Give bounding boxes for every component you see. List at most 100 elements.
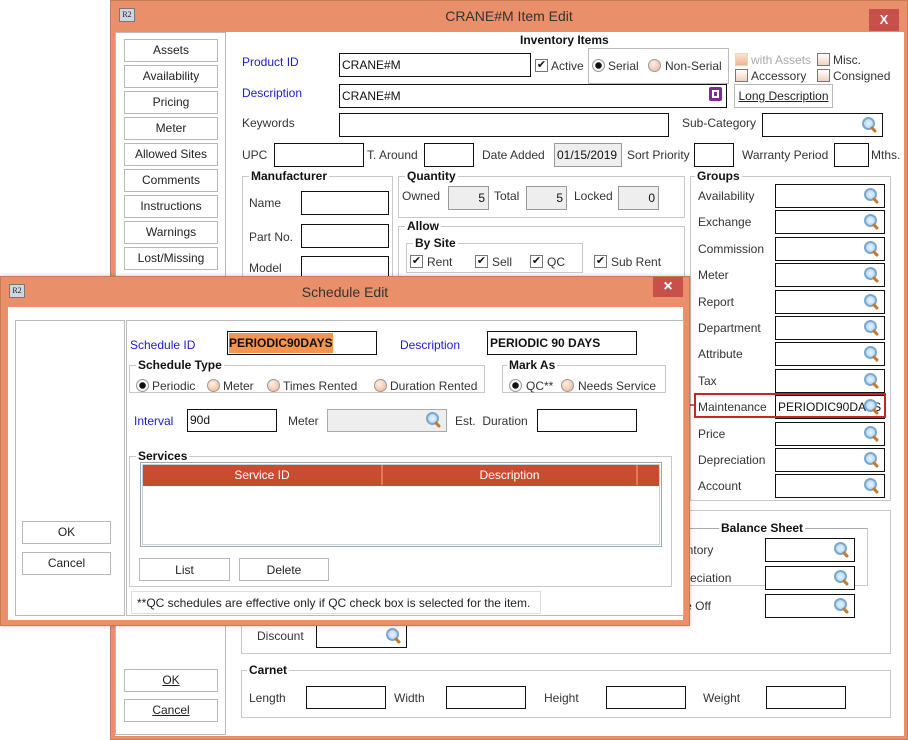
quantity-group: Quantity	[398, 169, 685, 218]
sell-checkbox[interactable]: ✔	[475, 255, 488, 268]
search-icon[interactable]	[864, 240, 880, 257]
misc-checkbox[interactable]	[817, 53, 830, 66]
description-input[interactable]: CRANE#M	[339, 84, 727, 108]
group-input-exchange[interactable]	[775, 210, 885, 235]
search-icon[interactable]	[834, 542, 850, 558]
discount-input[interactable]	[316, 624, 407, 648]
group-label: Department	[698, 321, 761, 335]
search-icon[interactable]	[864, 399, 880, 415]
group-input-availability[interactable]	[775, 184, 885, 208]
group-input-department[interactable]	[775, 316, 885, 340]
width-input[interactable]	[446, 686, 526, 709]
search-icon[interactable]	[834, 598, 850, 614]
search-icon[interactable]	[864, 320, 880, 336]
balance-sheet-input[interactable]	[765, 538, 855, 562]
dialog-close-button[interactable]: ×	[653, 277, 683, 297]
list-button[interactable]: List	[139, 558, 230, 581]
rent-checkbox[interactable]: ✔	[410, 255, 423, 268]
nav-button-pricing[interactable]: Pricing	[124, 91, 218, 114]
group-input-account[interactable]	[775, 474, 885, 499]
search-icon[interactable]	[864, 372, 880, 389]
serial-radio[interactable]	[592, 59, 605, 72]
group-input-attribute[interactable]	[775, 342, 885, 367]
nav-button-instructions[interactable]: Instructions	[124, 195, 218, 218]
group-input-commission[interactable]	[775, 236, 885, 261]
cancel-button[interactable]: Cancel	[124, 699, 218, 722]
consigned-checkbox[interactable]	[817, 69, 830, 82]
mfr-part-input[interactable]	[301, 224, 389, 248]
schedule-id-input[interactable]: PERIODIC90DAYS	[227, 331, 377, 355]
search-icon[interactable]	[864, 267, 880, 283]
meter-radio[interactable]	[207, 379, 220, 392]
t-around-input[interactable]	[424, 143, 474, 167]
column-header-description[interactable]: Description	[383, 465, 638, 485]
quantity-title: Quantity	[405, 169, 458, 183]
nav-button-availability[interactable]: Availability	[124, 65, 218, 88]
sort-priority-input[interactable]	[694, 143, 734, 167]
search-icon[interactable]	[864, 452, 880, 468]
group-label: Tax	[698, 373, 717, 388]
dialog-titlebar[interactable]: R2 Schedule Edit	[1, 277, 689, 307]
search-icon[interactable]	[864, 188, 880, 204]
group-input-report[interactable]	[775, 289, 885, 314]
sub-rent-checkbox[interactable]: ✔	[594, 255, 607, 268]
active-checkbox[interactable]: ✔	[535, 59, 548, 72]
search-icon[interactable]	[864, 478, 880, 494]
nav-button-meter[interactable]: Meter	[124, 117, 218, 140]
est-duration-input[interactable]	[537, 409, 637, 432]
search-icon[interactable]	[862, 117, 878, 133]
weight-input[interactable]	[766, 686, 846, 709]
search-icon[interactable]	[426, 412, 442, 428]
keywords-input[interactable]	[339, 113, 669, 137]
length-input[interactable]	[306, 686, 386, 709]
periodic-label: Periodic	[152, 379, 196, 393]
warranty-input[interactable]	[834, 143, 869, 167]
description-label: Description	[242, 86, 303, 100]
column-header-service-id[interactable]: Service ID	[143, 465, 383, 485]
dialog-cancel-button[interactable]: Cancel	[22, 552, 111, 575]
delete-button[interactable]: Delete	[239, 558, 329, 581]
non-serial-radio[interactable]	[648, 59, 661, 72]
duration-rented-radio[interactable]	[374, 379, 387, 392]
allow-title: Allow	[405, 219, 441, 233]
nav-button-allowed-sites[interactable]: Allowed Sites	[124, 143, 218, 166]
search-icon[interactable]	[864, 425, 880, 442]
accessory-checkbox[interactable]	[735, 69, 748, 82]
qc-radio[interactable]	[509, 379, 522, 392]
balance-sheet-input[interactable]	[765, 566, 855, 590]
search-icon[interactable]	[864, 214, 880, 230]
group-input-tax[interactable]	[775, 368, 885, 393]
group-input-depreciation[interactable]	[775, 448, 885, 472]
search-icon[interactable]	[864, 346, 880, 362]
search-icon[interactable]	[864, 293, 880, 310]
group-input-maintenance[interactable]: PERIODIC90DAYS	[775, 395, 885, 420]
height-input[interactable]	[606, 686, 686, 709]
nav-button-warnings[interactable]: Warnings	[124, 221, 218, 244]
times-rented-radio[interactable]	[267, 379, 280, 392]
nav-button-comments[interactable]: Comments	[124, 169, 218, 192]
ok-button[interactable]: OK	[124, 669, 218, 692]
upc-input[interactable]	[274, 143, 364, 167]
dialog-ok-button[interactable]: OK	[22, 521, 111, 544]
subcategory-input[interactable]	[762, 113, 883, 137]
item-edit-titlebar[interactable]: R2 CRANE#M Item Edit	[111, 1, 907, 31]
periodic-radio[interactable]	[136, 379, 149, 392]
expand-icon[interactable]	[709, 87, 722, 101]
search-icon[interactable]	[386, 628, 402, 644]
group-input-meter[interactable]	[775, 263, 885, 288]
needs-service-radio[interactable]	[561, 379, 574, 392]
interval-input[interactable]: 90d	[187, 409, 277, 432]
search-icon[interactable]	[834, 570, 850, 586]
balance-sheet-input[interactable]	[765, 594, 855, 618]
window-title: CRANE#M Item Edit	[445, 8, 573, 24]
group-input-price[interactable]	[775, 421, 885, 446]
product-id-input[interactable]: CRANE#M	[339, 53, 531, 77]
close-button[interactable]: X	[869, 9, 899, 31]
dialog-description-input[interactable]: PERIODIC 90 DAYS	[487, 331, 637, 355]
qc-checkbox[interactable]: ✔	[530, 255, 543, 268]
meter-input	[327, 409, 447, 432]
nav-button-lost-missing[interactable]: Lost/Missing	[124, 247, 218, 270]
mfr-name-input[interactable]	[301, 191, 389, 215]
nav-button-assets[interactable]: Assets	[124, 39, 218, 62]
long-description-button[interactable]: Long Description	[734, 84, 833, 108]
